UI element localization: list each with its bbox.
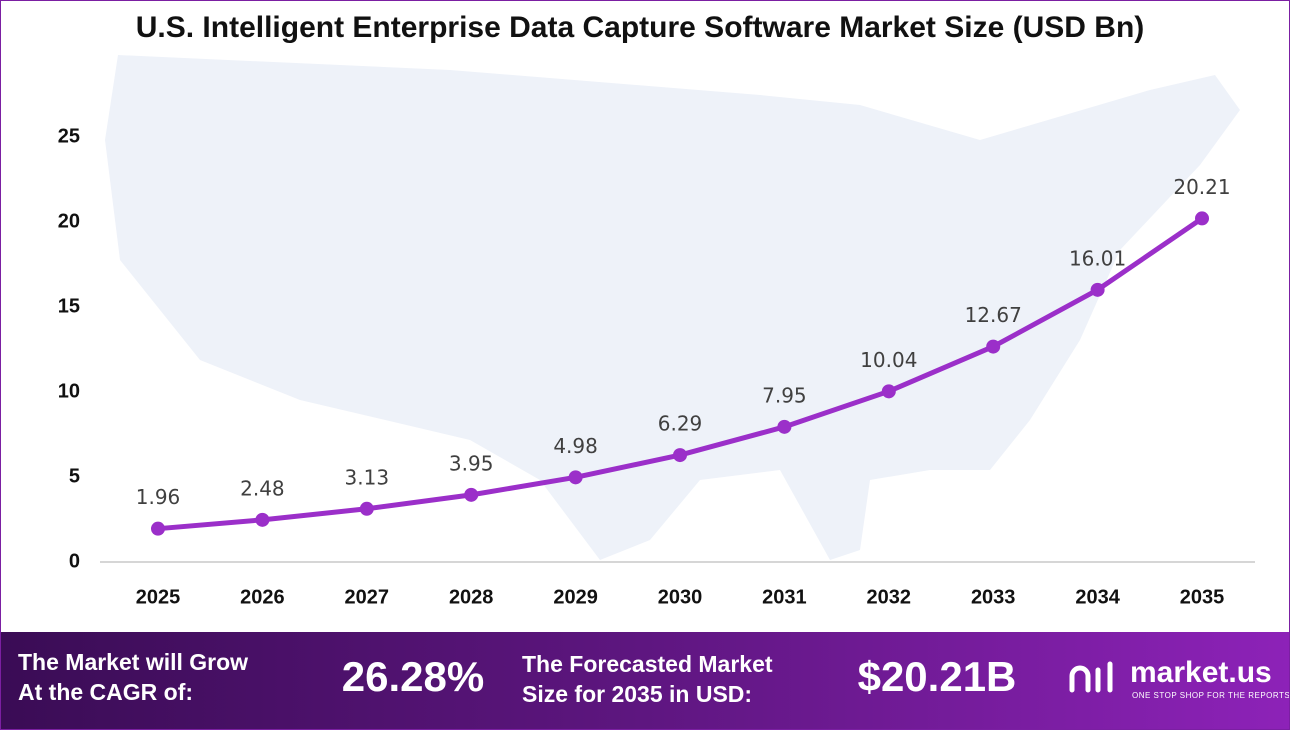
x-tick-label: 2035 — [1180, 586, 1225, 608]
value-label: 2.48 — [240, 476, 285, 500]
forecast-text: Size for 2035 in USD: — [522, 681, 752, 707]
forecast-value: $20.21B — [858, 653, 1017, 700]
logo-arc — [1069, 665, 1091, 693]
marker — [1195, 211, 1209, 226]
value-label: 10.04 — [860, 348, 917, 372]
value-label: 7.95 — [762, 383, 807, 407]
x-tick-label: 2028 — [449, 586, 494, 608]
logo-bars — [1095, 661, 1113, 693]
marker — [1090, 282, 1105, 297]
x-tick-label: 2029 — [553, 586, 598, 608]
x-tick-label: 2030 — [658, 586, 703, 608]
x-tick-label: 2027 — [345, 586, 390, 608]
tagline: ONE STOP SHOP FOR THE REPORTS — [1132, 691, 1290, 700]
y-tick-label: 25 — [58, 125, 80, 147]
y-tick-label: 0 — [69, 550, 80, 572]
marker — [151, 521, 165, 536]
chart-title: U.S. Intelligent Enterprise Data Capture… — [136, 11, 1145, 44]
y-tick-label: 5 — [69, 465, 80, 487]
cagr-text: At the CAGR of: — [18, 679, 193, 705]
footer-banner — [0, 632, 1290, 730]
value-label: 20.21 — [1173, 175, 1230, 199]
marker — [986, 339, 1001, 354]
x-tick-label: 2025 — [136, 586, 181, 608]
marker — [673, 448, 687, 463]
marker — [255, 512, 270, 527]
forecast-text: The Forecasted Market — [522, 651, 773, 677]
y-tick-label: 15 — [58, 295, 80, 317]
value-label: 3.13 — [345, 465, 390, 489]
value-label: 16.01 — [1069, 246, 1126, 270]
cagr-text: The Market will Grow — [18, 649, 248, 675]
marker — [464, 487, 479, 502]
marker — [881, 384, 896, 399]
x-tick-label: 2026 — [240, 586, 285, 608]
map-background — [105, 55, 1240, 560]
x-tick-label: 2033 — [971, 586, 1016, 608]
brand: market.us — [1130, 656, 1272, 689]
marker — [777, 419, 792, 434]
brand-logo — [1069, 661, 1113, 693]
value-label: 4.98 — [553, 434, 598, 458]
value-label: 12.67 — [965, 303, 1022, 327]
x-tick-label: 2032 — [867, 586, 912, 608]
x-tick-label: 2034 — [1075, 586, 1120, 608]
value-label: 1.96 — [136, 485, 181, 509]
marker — [568, 470, 583, 485]
marker — [359, 501, 374, 516]
value-label: 6.29 — [658, 412, 703, 436]
y-tick-label: 20 — [58, 210, 80, 232]
cagr-value: 26.28% — [342, 653, 484, 700]
y-tick-label: 10 — [58, 380, 80, 402]
x-tick-label: 2031 — [762, 586, 807, 608]
value-label: 3.95 — [449, 451, 494, 475]
